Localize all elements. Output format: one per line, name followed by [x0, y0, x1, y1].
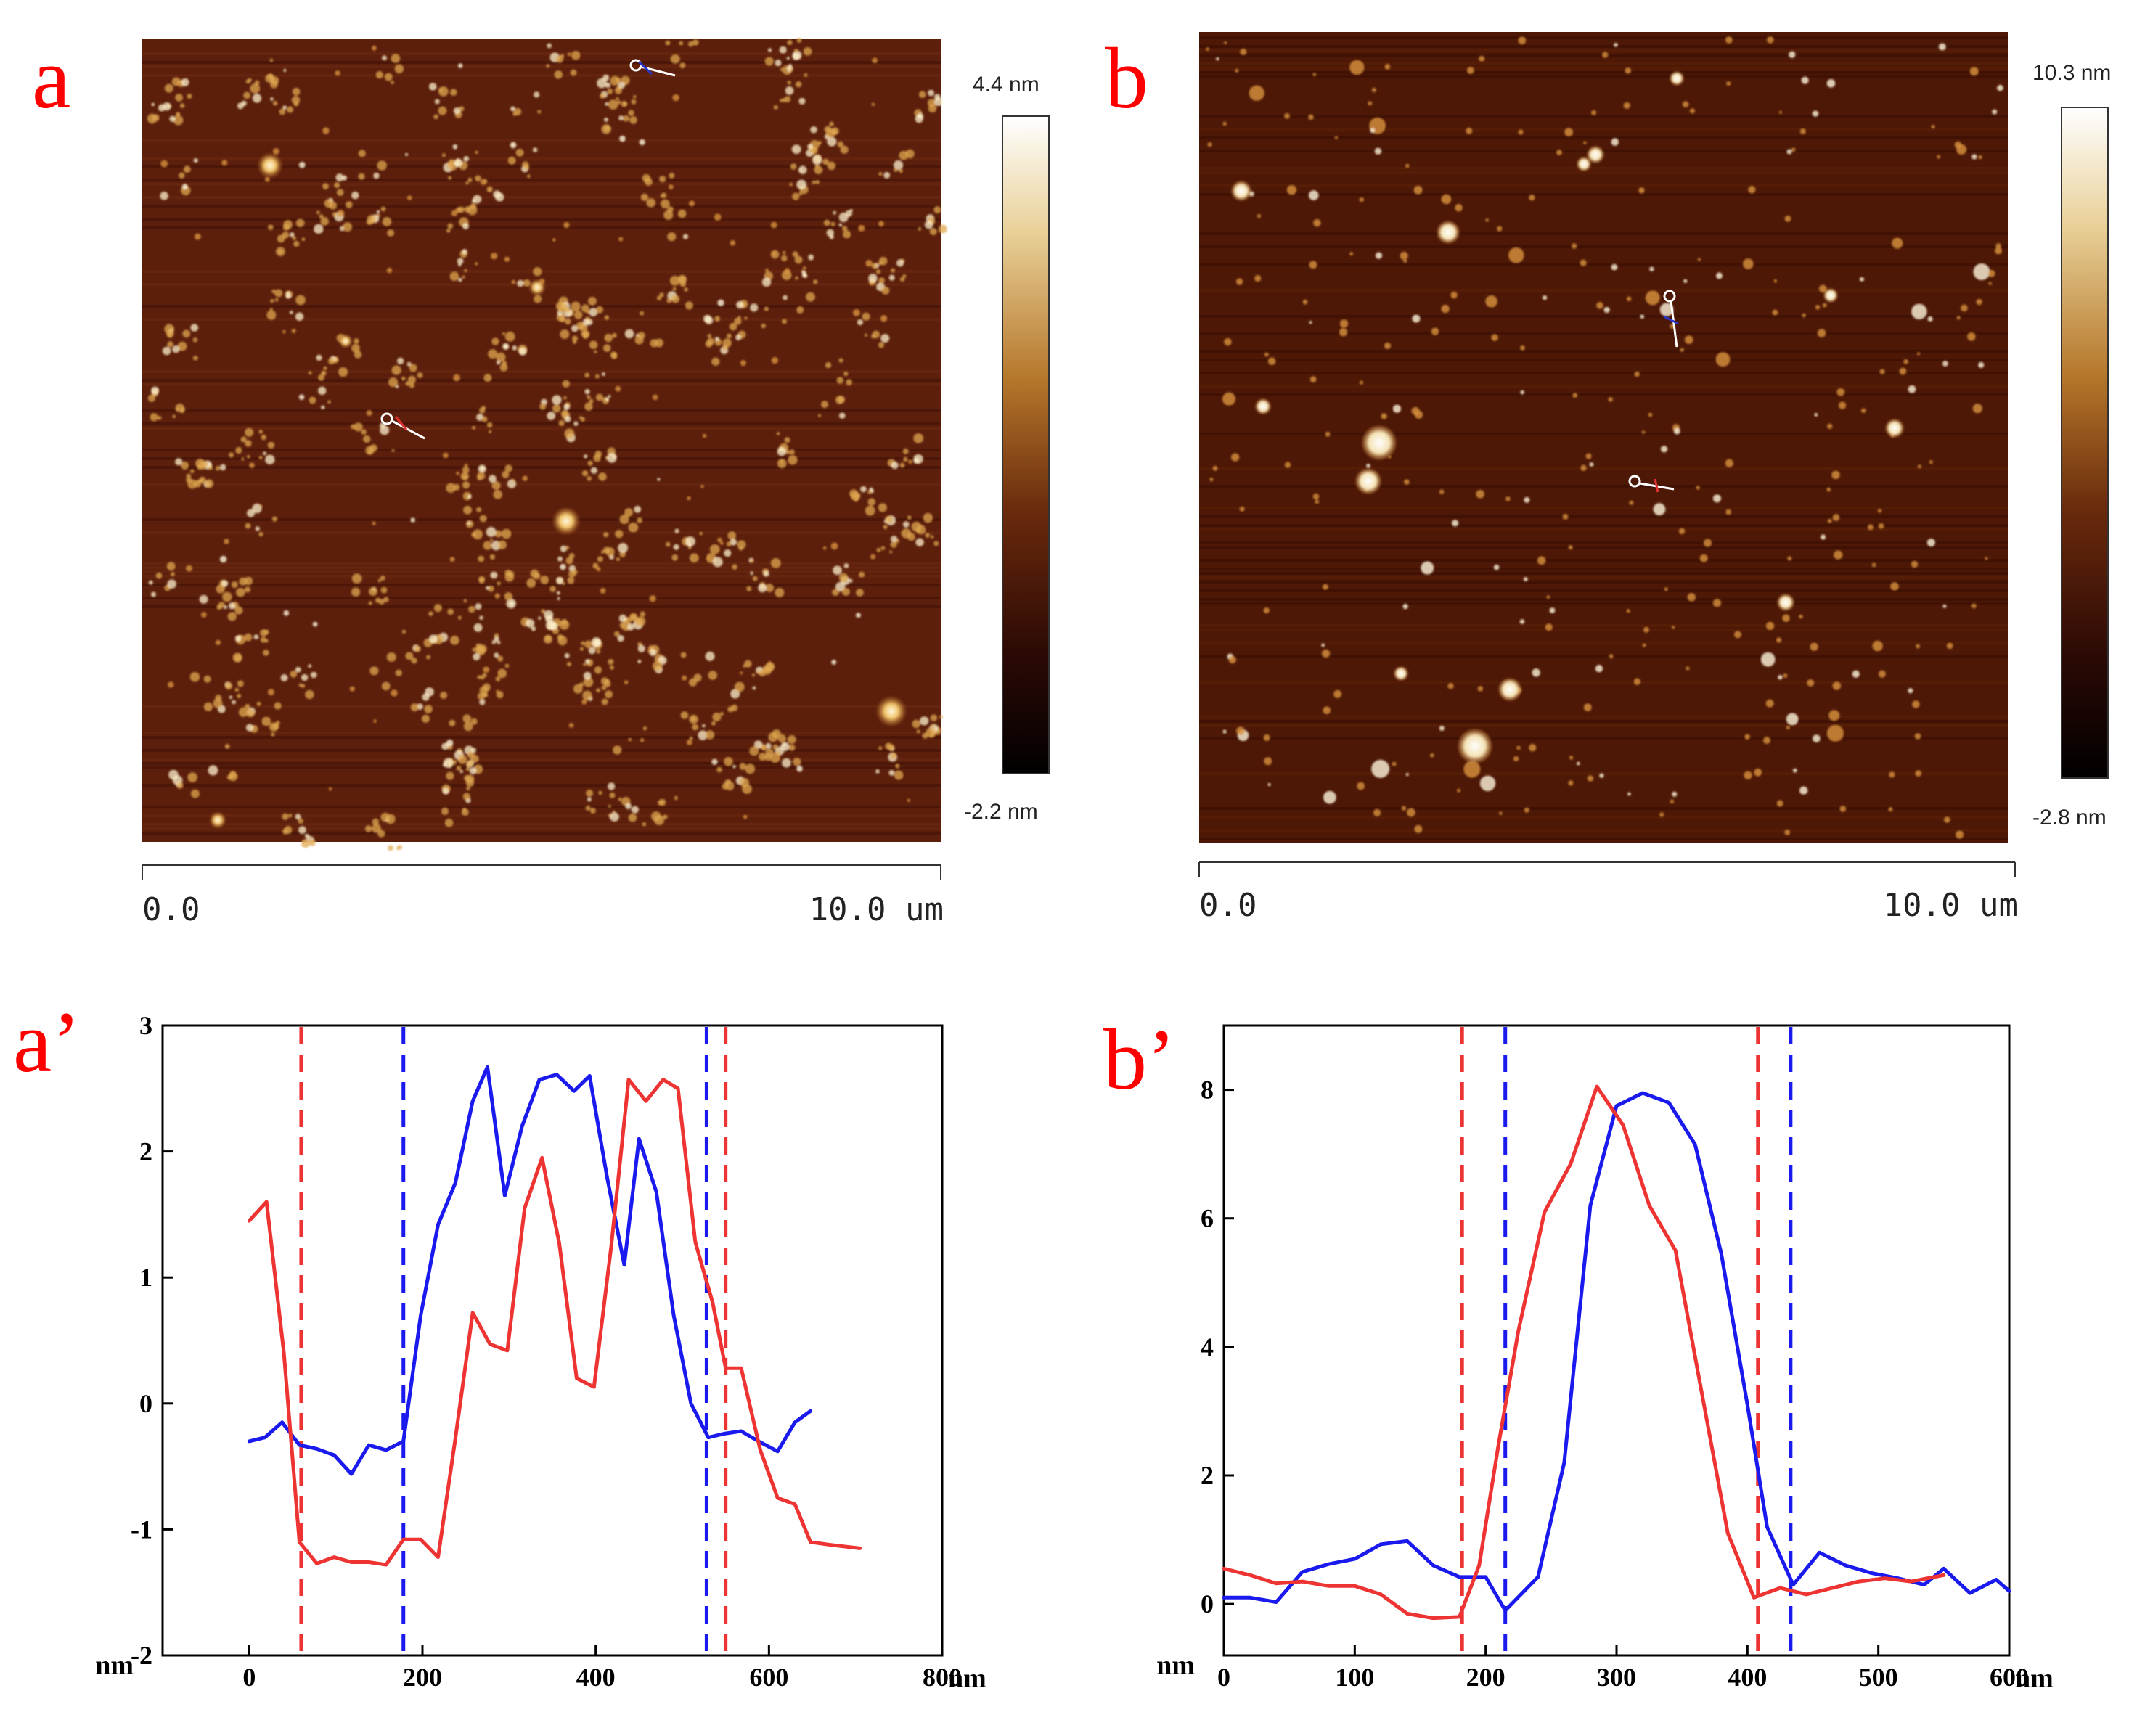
chart-b-prime-plot: 0 100 200 300 400 500 600 0 2 4 6 8 nm nm [1156, 1024, 2054, 1694]
y-tick-label: 8 [1201, 1076, 1214, 1105]
afm-image-a-features [147, 38, 947, 851]
afm-image-a-profile-markers [380, 59, 676, 440]
y-tick-label: -2 [131, 1641, 152, 1670]
y-tick-label: 1 [139, 1263, 152, 1292]
x-axis-label: nm [948, 1663, 986, 1694]
chart-b-prime-letter: b’ [1103, 1011, 1176, 1107]
x-tick-label: 500 [1859, 1663, 1898, 1692]
panel-a-letter: a [32, 30, 70, 126]
panel-a: a 4.4 nm -2.2 nm 0.0 10.0 um [32, 30, 1050, 928]
scale-bar-b [1198, 861, 2016, 877]
plot-frame [161, 1024, 944, 1657]
x-tick-label: 100 [1335, 1663, 1374, 1692]
chart-a-prime-letter: a’ [13, 994, 81, 1090]
colorbar-b-min: -2.8 nm [2032, 806, 2107, 830]
afm-image-b-features [1206, 36, 2003, 839]
colorbar-a-min: -2.2 nm [964, 800, 1038, 824]
y-tick-label: 4 [1201, 1332, 1214, 1362]
y-tick-label: 3 [139, 1011, 152, 1040]
colorbar-b-max: 10.3 nm [2032, 61, 2111, 85]
scale-bar-a-start: 0.0 [142, 891, 200, 928]
x-tick-label: 300 [1597, 1663, 1636, 1692]
x-tick-label: 0 [242, 1663, 256, 1692]
afm-image-b-scanlines [1199, 36, 2008, 840]
afm-image-a-scanlines [142, 52, 941, 835]
x-axis-label: nm [2015, 1663, 2054, 1694]
colorbar-a-max: 4.4 nm [973, 73, 1039, 97]
y-axis-label: nm [95, 1650, 134, 1681]
y-tick-label: 2 [139, 1137, 152, 1166]
chart-a-prime-plot: 0 200 400 600 800 -2 -1 0 1 2 3 nm nm [95, 1011, 986, 1694]
y-tick-label: 0 [1201, 1589, 1214, 1618]
x-tick-label: 800 [923, 1663, 962, 1692]
x-tick-label: 400 [1728, 1663, 1767, 1692]
series-line-red [1222, 1084, 1946, 1621]
scale-bar-a-end: 10.0 um [809, 891, 944, 928]
y-tick-label: 6 [1201, 1204, 1214, 1233]
scale-bar-a [142, 864, 941, 880]
y-tick-label: 0 [139, 1389, 152, 1418]
y-tick-label: 2 [1201, 1461, 1214, 1490]
colorbar-a [1002, 115, 1050, 774]
x-tick-label: 600 [1990, 1663, 2029, 1692]
afm-image-b [1199, 32, 2008, 843]
y-tick-label: -1 [131, 1515, 152, 1544]
series-line-blue [247, 1065, 813, 1476]
y-axis-label: nm [1156, 1650, 1195, 1681]
panel-b-letter: b [1105, 30, 1148, 126]
x-tick-label: 200 [403, 1663, 442, 1692]
series-line-blue [1222, 1091, 2011, 1613]
chart-a-prime: a’ 0 200 400 600 800 -2 -1 0 1 2 3 nm nm [13, 994, 986, 1694]
x-tick-label: 400 [576, 1663, 616, 1692]
x-tick-label: 0 [1217, 1663, 1230, 1692]
afm-image-b-profile-markers [1628, 290, 1679, 493]
chart-b-prime: b’ 0 100 200 300 400 500 600 0 2 4 6 8 nm nm [1103, 1011, 2054, 1694]
scale-bar-b-start: 0.0 [1199, 887, 1257, 924]
scale-bar-b-end: 10.0 um [1884, 887, 2018, 924]
x-tick-label: 200 [1466, 1663, 1505, 1692]
panel-b: b 10.3 nm -2.8 nm 0.0 10.0 um [1105, 30, 2111, 924]
x-tick-label: 600 [749, 1663, 788, 1692]
colorbar-b [2061, 107, 2109, 779]
series-line-red [247, 1078, 862, 1567]
